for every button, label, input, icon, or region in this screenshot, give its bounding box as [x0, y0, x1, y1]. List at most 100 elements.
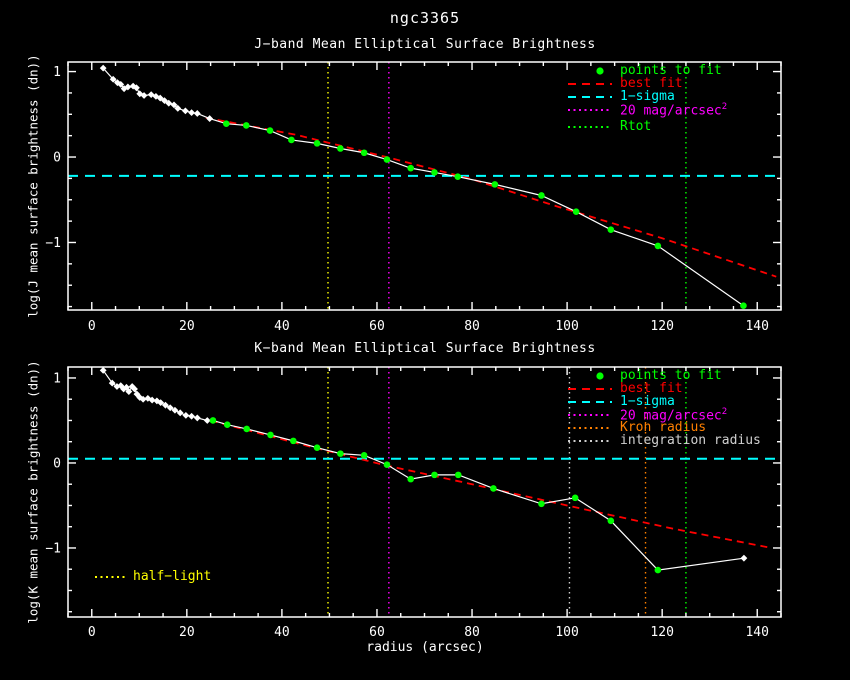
tick-label: 100 [555, 625, 578, 640]
profile-point [125, 388, 133, 395]
profile-point [193, 110, 201, 117]
profile-point [99, 64, 107, 72]
tick-label: 20 [179, 319, 195, 334]
panel-k-legend: points to fit best fit 1−sigma 20 mag/arcse… [566, 369, 761, 447]
tick-label: 60 [369, 625, 385, 640]
legend-label: points to fit [620, 368, 722, 383]
tick-label: 140 [745, 625, 768, 640]
profile-point [131, 385, 138, 393]
fit-point [491, 181, 499, 188]
legend-label: 20 mag/arcsec2 [620, 102, 728, 119]
tick-label: 100 [555, 319, 578, 334]
fit-point [572, 208, 580, 216]
tick-label: 0 [53, 151, 61, 166]
profile-point [148, 396, 156, 404]
best-fit-line [205, 116, 777, 278]
tick-label: 60 [369, 319, 385, 334]
legend-line-icon [568, 387, 612, 390]
panel-j-legend: points to fit best fit 1−sigma 20 mag/arcse… [566, 64, 727, 133]
tick-label: 0 [88, 319, 96, 334]
profile-point [161, 97, 168, 105]
legend-sample [566, 65, 620, 77]
legend-line-icon [568, 400, 612, 403]
legend-line-icon [568, 82, 612, 85]
profile-point [99, 366, 107, 374]
profile-point [140, 92, 148, 99]
half-light-label: half−light [133, 569, 212, 584]
legend-item: best fit [566, 77, 727, 90]
tick-label: 80 [464, 319, 480, 334]
tick-label: 120 [650, 319, 673, 334]
profile-point [156, 94, 164, 102]
fit-point [538, 500, 545, 508]
fit-point [454, 173, 462, 180]
profile-point [133, 84, 140, 92]
fit-point [607, 226, 615, 233]
legend-label: Rtot [620, 119, 652, 134]
profile-point [124, 83, 132, 91]
fit-point [337, 450, 344, 457]
fit-point [431, 471, 438, 479]
fit-point [490, 485, 497, 492]
tick-label: 40 [274, 625, 290, 640]
legend-label: 20 mag/arcsec2 [620, 407, 728, 424]
profile-point [123, 383, 130, 391]
tick-label: 0 [88, 625, 96, 640]
legend-label: Kron radius [620, 420, 707, 435]
legend-item: Kron radius [566, 421, 761, 434]
legend-item: 1−sigma [566, 395, 761, 408]
legend-item: Rtot [566, 120, 727, 133]
half-light-sample [93, 571, 133, 583]
panel-j-title: J−band Mean Elliptical Surface Brightnes… [254, 37, 596, 52]
legend-label: 1−sigma [620, 394, 675, 409]
profile-point [166, 404, 174, 412]
tick-label: 0 [53, 456, 61, 471]
fit-point [360, 452, 368, 459]
legend-line-icon [568, 439, 612, 442]
profile-point [136, 90, 144, 98]
fit-point [654, 242, 662, 250]
profile-point [188, 412, 195, 420]
fit-point [266, 127, 274, 134]
legend-line-icon [568, 108, 612, 111]
legend-item: 1−sigma [566, 90, 727, 103]
legend-dot-icon [596, 66, 604, 75]
fit-point [288, 136, 295, 144]
legend-line-icon [568, 426, 612, 429]
legend-item: points to fit [566, 64, 727, 77]
legend-line-icon [95, 575, 125, 578]
legend-sample [566, 370, 620, 382]
tick-label: 40 [274, 319, 290, 334]
panel-k: 0 20 40 60 80 100 120 140 −1 0 1 [45, 366, 782, 640]
fit-point [337, 145, 344, 152]
profile-point [139, 395, 147, 403]
legend-sample [566, 435, 620, 447]
fit-point [209, 417, 217, 424]
legend-label: points to fit [620, 63, 722, 78]
profile-point [152, 92, 160, 100]
profile-point [203, 417, 211, 424]
panel-j-ylabel: log(J mean surface brightness (dn)) [25, 54, 41, 318]
profile-point [206, 115, 214, 122]
tick-label: 120 [650, 625, 673, 640]
profile-point [740, 554, 748, 562]
profile-point [188, 109, 195, 116]
fit-point [407, 164, 415, 172]
fit-point [454, 471, 462, 479]
fit-point [290, 437, 297, 445]
x-axis-label: radius (arcsec) [366, 640, 484, 655]
profile-point [193, 414, 201, 422]
legend-item: points to fit [566, 369, 761, 382]
legend-label: integration radius [620, 433, 761, 448]
legend-label: best fit [620, 76, 683, 91]
profile-point [162, 401, 169, 409]
panel-j: 0 20 40 60 80 100 120 140 −1 0 1 [45, 61, 782, 334]
figure-title: ngc3365 [389, 9, 461, 27]
fit-point [222, 120, 230, 128]
legend-sample [566, 121, 620, 133]
legend-label: 1−sigma [620, 89, 675, 104]
fit-point [243, 425, 251, 433]
profile-point [165, 99, 173, 107]
legend-sample [566, 104, 620, 116]
